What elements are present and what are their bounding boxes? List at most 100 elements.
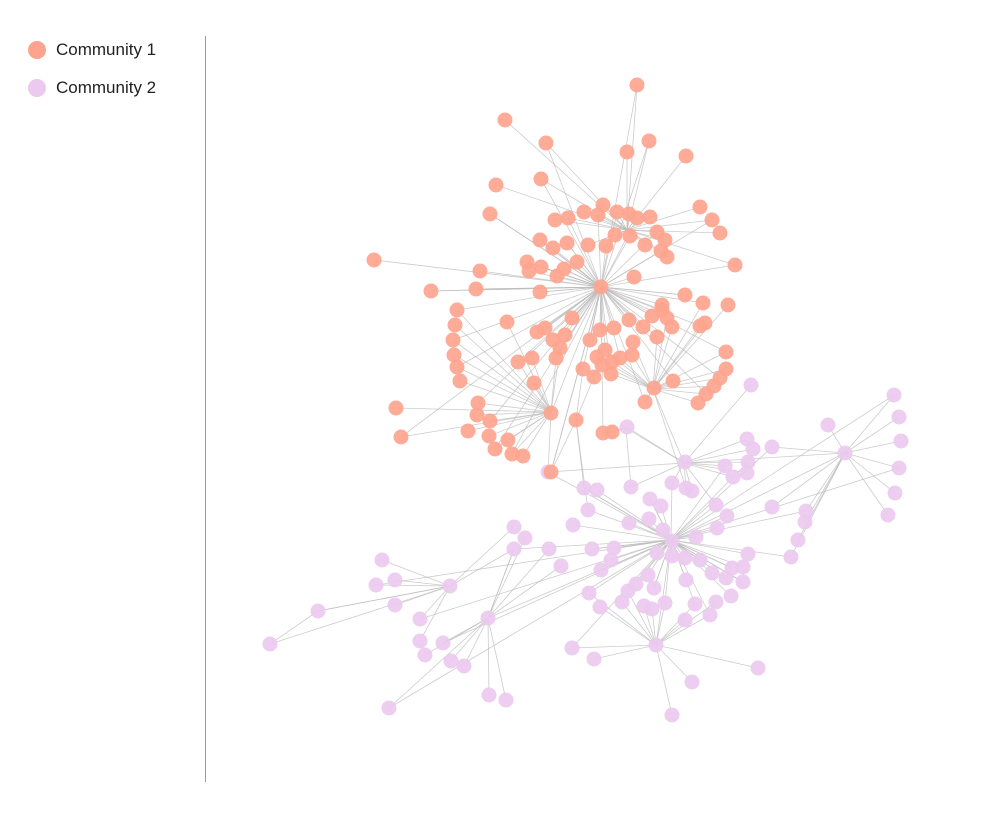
- community-2-node[interactable]: [593, 562, 609, 578]
- community-1-node[interactable]: [446, 347, 462, 363]
- community-2-node[interactable]: [664, 548, 680, 564]
- community-1-node[interactable]: [488, 177, 504, 193]
- community-1-node[interactable]: [621, 312, 637, 328]
- community-2-node[interactable]: [498, 692, 514, 708]
- community-2-node[interactable]: [724, 560, 740, 576]
- community-2-node[interactable]: [374, 552, 390, 568]
- community-2-node[interactable]: [893, 433, 909, 449]
- community-1-node[interactable]: [468, 281, 484, 297]
- community-1-node[interactable]: [469, 407, 485, 423]
- community-1-node[interactable]: [604, 424, 620, 440]
- community-1-node[interactable]: [646, 380, 662, 396]
- community-1-node[interactable]: [695, 295, 711, 311]
- community-2-node[interactable]: [692, 552, 708, 568]
- community-1-node[interactable]: [720, 297, 736, 313]
- community-2-node[interactable]: [735, 574, 751, 590]
- community-2-node[interactable]: [640, 567, 656, 583]
- community-2-node[interactable]: [891, 409, 907, 425]
- community-1-node[interactable]: [625, 334, 641, 350]
- community-2-node[interactable]: [735, 559, 751, 575]
- community-2-node[interactable]: [664, 533, 680, 549]
- community-1-node[interactable]: [665, 373, 681, 389]
- community-2-node[interactable]: [480, 610, 496, 626]
- community-1-node[interactable]: [690, 395, 706, 411]
- community-2-node[interactable]: [628, 576, 644, 592]
- community-2-node[interactable]: [677, 550, 693, 566]
- community-2-node[interactable]: [442, 578, 458, 594]
- community-2-node[interactable]: [623, 479, 639, 495]
- community-1-node[interactable]: [447, 317, 463, 333]
- community-1-node[interactable]: [637, 394, 653, 410]
- community-2-node[interactable]: [576, 480, 592, 496]
- community-2-node[interactable]: [655, 522, 671, 538]
- community-2-node[interactable]: [580, 502, 596, 518]
- community-2-node[interactable]: [443, 653, 459, 669]
- community-2-node[interactable]: [739, 465, 755, 481]
- community-1-node[interactable]: [524, 350, 540, 366]
- community-1-node[interactable]: [532, 284, 548, 300]
- community-1-node[interactable]: [526, 375, 542, 391]
- community-2-node[interactable]: [603, 552, 619, 568]
- community-2-node[interactable]: [790, 532, 806, 548]
- community-1-node[interactable]: [547, 212, 563, 228]
- community-2-node[interactable]: [606, 540, 622, 556]
- community-2-node[interactable]: [708, 497, 724, 513]
- community-1-node[interactable]: [641, 133, 657, 149]
- community-1-node[interactable]: [576, 204, 592, 220]
- community-2-node[interactable]: [412, 633, 428, 649]
- community-1-node[interactable]: [366, 252, 382, 268]
- community-2-node[interactable]: [649, 545, 665, 561]
- community-2-node[interactable]: [589, 482, 605, 498]
- community-2-node[interactable]: [723, 588, 739, 604]
- community-2-node[interactable]: [368, 577, 384, 593]
- community-2-node[interactable]: [740, 454, 756, 470]
- community-2-node[interactable]: [677, 612, 693, 628]
- community-1-node[interactable]: [569, 254, 585, 270]
- community-1-node[interactable]: [704, 212, 720, 228]
- community-2-node[interactable]: [653, 498, 669, 514]
- community-2-node[interactable]: [641, 511, 657, 527]
- community-2-node[interactable]: [592, 599, 608, 615]
- community-1-node[interactable]: [637, 237, 653, 253]
- community-1-node[interactable]: [697, 315, 713, 331]
- community-1-node[interactable]: [664, 319, 680, 335]
- community-1-node[interactable]: [543, 464, 559, 480]
- community-2-node[interactable]: [506, 519, 522, 535]
- community-2-node[interactable]: [678, 572, 694, 588]
- community-1-node[interactable]: [575, 361, 591, 377]
- community-1-node[interactable]: [607, 227, 623, 243]
- community-1-node[interactable]: [624, 347, 640, 363]
- community-1-node[interactable]: [677, 287, 693, 303]
- community-1-node[interactable]: [482, 413, 498, 429]
- community-1-node[interactable]: [560, 210, 576, 226]
- community-2-node[interactable]: [564, 640, 580, 656]
- community-1-node[interactable]: [692, 199, 708, 215]
- community-2-node[interactable]: [725, 469, 741, 485]
- community-2-node[interactable]: [886, 387, 902, 403]
- community-1-node[interactable]: [449, 359, 465, 375]
- community-2-node[interactable]: [684, 483, 700, 499]
- community-2-node[interactable]: [687, 596, 703, 612]
- community-2-node[interactable]: [565, 517, 581, 533]
- community-1-node[interactable]: [593, 279, 609, 295]
- community-1-node[interactable]: [629, 77, 645, 93]
- community-1-node[interactable]: [606, 320, 622, 336]
- community-2-node[interactable]: [719, 508, 735, 524]
- community-1-node[interactable]: [487, 441, 503, 457]
- community-1-node[interactable]: [586, 369, 602, 385]
- community-1-node[interactable]: [649, 329, 665, 345]
- community-1-node[interactable]: [537, 320, 553, 336]
- community-1-node[interactable]: [635, 319, 651, 335]
- community-1-node[interactable]: [556, 261, 572, 277]
- community-2-node[interactable]: [677, 454, 693, 470]
- community-2-node[interactable]: [506, 541, 522, 557]
- legend-item-community-1[interactable]: Community 1: [28, 38, 156, 62]
- community-1-node[interactable]: [564, 310, 580, 326]
- community-1-node[interactable]: [482, 206, 498, 222]
- community-1-node[interactable]: [598, 238, 614, 254]
- community-1-node[interactable]: [629, 210, 645, 226]
- community-1-node[interactable]: [449, 302, 465, 318]
- community-1-node[interactable]: [532, 232, 548, 248]
- community-2-node[interactable]: [581, 585, 597, 601]
- community-1-node[interactable]: [582, 332, 598, 348]
